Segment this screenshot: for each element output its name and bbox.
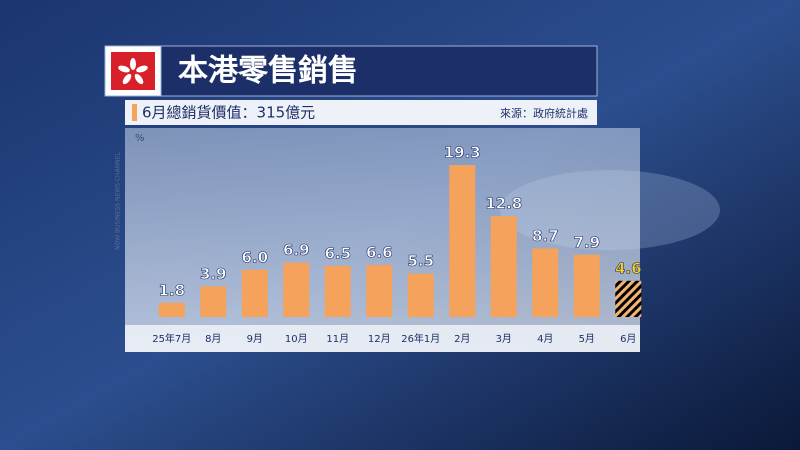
value-label: 8.7 — [532, 227, 559, 245]
category-strip — [125, 325, 640, 352]
value-label: 19.3 — [444, 144, 481, 162]
bar — [158, 302, 185, 317]
channel-label: NOW BUSINESS NEWS CHANNEL — [115, 152, 122, 250]
bar — [366, 265, 393, 317]
x-tick-label: 12月 — [368, 333, 391, 345]
value-label: 6.5 — [324, 244, 351, 262]
bar — [449, 165, 476, 317]
x-tick-label: 5月 — [579, 333, 595, 345]
x-tick-label: 8月 — [205, 333, 221, 345]
plot-panel — [125, 128, 640, 352]
x-tick-label: 26年1月 — [401, 332, 440, 345]
chart-title: 本港零售銷售 — [178, 54, 358, 89]
x-tick-label: 11月 — [326, 333, 349, 345]
x-tick-label: 9月 — [247, 333, 263, 345]
value-label: 6.9 — [283, 241, 310, 259]
title-bar — [160, 45, 598, 97]
bar — [324, 265, 351, 317]
value-label: 12.8 — [485, 195, 522, 213]
x-tick-label: 3月 — [496, 333, 512, 345]
bar — [407, 273, 434, 317]
subtitle: 6月總銷貨價值：315億元 — [142, 104, 315, 122]
x-tick-label: 2月 — [454, 333, 470, 345]
unit-label: % — [135, 133, 145, 144]
bar — [490, 216, 517, 317]
x-tick-label: 4月 — [537, 333, 553, 345]
bar — [200, 286, 227, 317]
x-tick-label: 25年7月 — [152, 332, 191, 345]
value-label: 4.6 — [615, 259, 642, 277]
subtitle-marker — [132, 104, 137, 121]
bar — [532, 248, 559, 317]
value-label: 3.9 — [200, 265, 227, 283]
x-tick-label: 6月 — [620, 333, 636, 345]
value-label: 5.5 — [407, 252, 434, 270]
value-label: 1.8 — [158, 281, 185, 299]
bar — [573, 254, 600, 317]
x-tick-label: 10月 — [285, 333, 308, 345]
value-label: 6.6 — [366, 244, 393, 262]
bar — [615, 280, 642, 317]
flag — [111, 52, 155, 90]
bar — [283, 262, 310, 317]
source: 來源：政府統計處 — [500, 106, 588, 120]
subtitle-bar — [125, 100, 597, 125]
value-label: 6.0 — [241, 248, 268, 266]
bar — [241, 269, 268, 317]
value-label: 7.9 — [573, 233, 600, 251]
flag-bauhinia — [118, 58, 148, 85]
